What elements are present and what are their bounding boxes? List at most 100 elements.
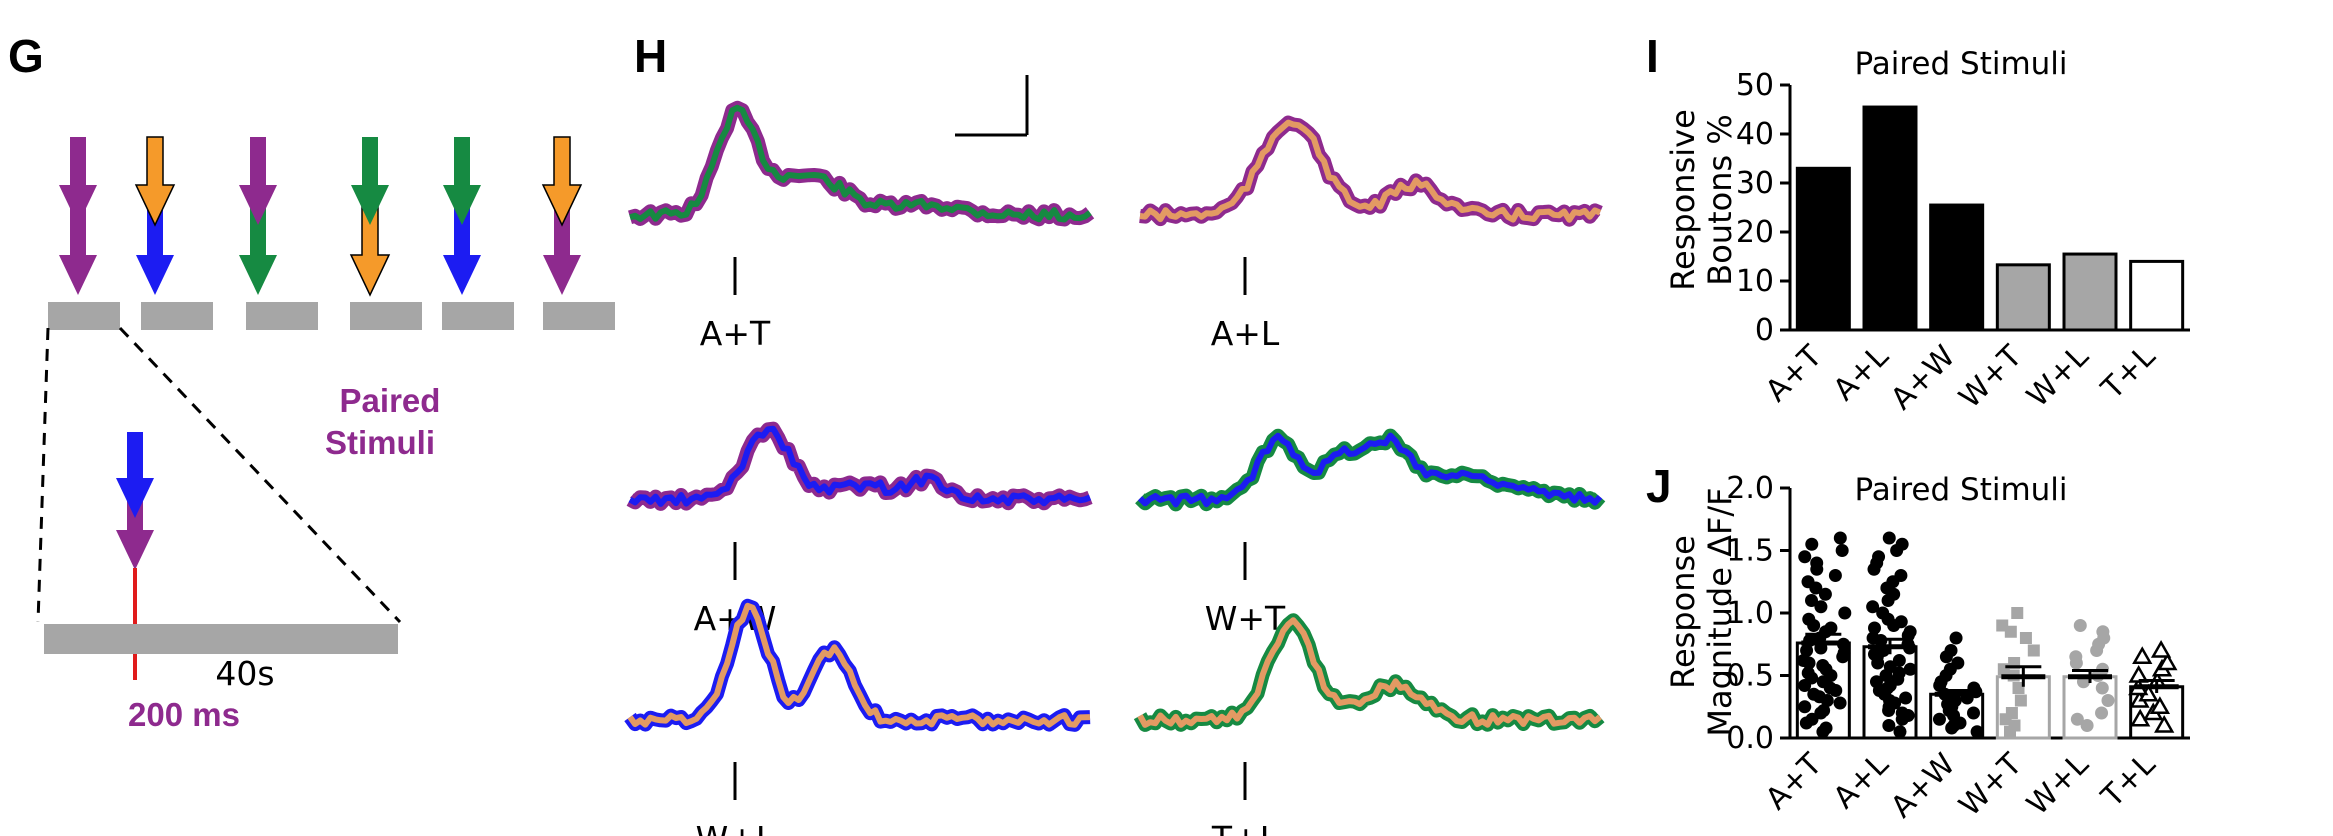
data-point: [2005, 707, 2018, 719]
data-point: [1932, 712, 1946, 726]
data-point: [2132, 646, 2153, 664]
down-arrow-icon: [239, 137, 277, 225]
stimulus-arrow-row: [59, 136, 583, 297]
data-point: [1805, 594, 1819, 607]
chart-i-ylabel-line1: Responsive: [1664, 109, 1702, 291]
data-point: [1866, 600, 1880, 614]
down-arrow-icon: [349, 204, 391, 297]
data-point: [1951, 656, 1965, 670]
y-tick-label: 2.0: [1726, 471, 1774, 506]
trace-label: T+L: [1211, 819, 1279, 836]
chart-i-title: Paired Stimuli: [1854, 46, 2067, 82]
zoomed-paired-arrow-icon: [116, 432, 154, 570]
data-point: [1876, 606, 1890, 620]
data-point: [2011, 607, 2024, 619]
stimulus-block: [350, 302, 422, 330]
trace-mean-line: [628, 425, 1092, 507]
data-point: [2095, 681, 2109, 695]
panel-letter-j: J: [1646, 460, 1672, 512]
data-point: [1817, 704, 1831, 717]
down-arrow-icon: [543, 205, 581, 295]
data-point: [1882, 719, 1896, 732]
panel-g-stimulus-schematic: Paired Stimuli 40s 200 ms: [36, 136, 615, 733]
chart-i-plot-area: 0 10 20 30 40 50 A+TA+LA+WW+TW+L T+L: [1736, 68, 2190, 417]
panel-letter-g: G: [8, 30, 44, 82]
stimulus-block: [543, 302, 615, 330]
trace-A+L: A+L: [1138, 115, 1603, 353]
panel-i-responsive-boutons-chart: Paired Stimuli Responsive Boutons % 0 10 2…: [1664, 46, 2190, 417]
down-arrow-icon: [239, 205, 277, 295]
data-point: [1838, 606, 1852, 620]
data-point: [2096, 625, 2110, 639]
data-point: [1869, 675, 1883, 689]
bar-A+L: [1862, 105, 1918, 332]
data-point: [1824, 621, 1838, 635]
zoom-guide-right: [118, 326, 402, 624]
down-arrow-icon: [443, 205, 481, 295]
x-tick-label: A+W: [1884, 747, 1962, 825]
data-point: [1882, 531, 1896, 545]
data-point: [1818, 587, 1832, 601]
data-point: [2019, 632, 2032, 644]
stimulus-block: [48, 302, 120, 330]
data-point: [1895, 537, 1909, 551]
data-point: [1944, 644, 1958, 657]
zoomed-block-40s: [44, 624, 398, 654]
x-tick-label: A+L: [1827, 747, 1896, 816]
y-tick-label: 1.0: [1726, 596, 1774, 631]
data-point: [1814, 600, 1828, 614]
trace-label: W+L: [696, 819, 775, 836]
trace-W+L: W+L: [624, 598, 1092, 836]
data-point: [1801, 666, 1815, 680]
stimulus-block-row: [48, 302, 615, 330]
y-tick-label: 1.5: [1726, 534, 1774, 569]
y-tick-label: 10: [1736, 264, 1774, 299]
down-arrow-icon: [541, 136, 583, 227]
data-point: [1833, 696, 1847, 710]
trace-mean-line: [1139, 119, 1602, 223]
data-point: [1835, 544, 1849, 557]
data-point: [1996, 619, 2009, 632]
data-point: [2157, 652, 2178, 671]
duration-label: 40s: [215, 654, 274, 693]
panel-h-traces: A+T A+L A+W W+T W+L T+L: [624, 75, 1606, 836]
y-tick-label: 0: [1755, 313, 1774, 348]
x-tick-label: A+W: [1884, 339, 1962, 417]
x-tick-label: A+T: [1759, 746, 1829, 816]
data-point: [1903, 625, 1917, 639]
data-point: [1903, 662, 1917, 676]
bar-W+T: [1995, 263, 2051, 332]
y-tick-label: 30: [1736, 166, 1774, 201]
x-tick-label: W+L: [2020, 747, 2096, 823]
data-point: [1800, 644, 1814, 657]
data-point: [1948, 694, 1962, 707]
chart-j-title: Paired Stimuli: [1854, 472, 2067, 508]
trace-label: A+L: [1211, 314, 1280, 353]
data-point: [1807, 687, 1821, 701]
data-point: [1895, 706, 1909, 720]
data-point: [2101, 694, 2115, 707]
trace-mean-line: [629, 104, 1092, 223]
data-point: [1828, 569, 1842, 582]
trace-T+L: T+L: [1133, 613, 1605, 836]
data-point: [1893, 725, 1907, 739]
y-tick-label: 40: [1736, 117, 1774, 152]
chart-j-ylabel-line1: Response: [1664, 535, 1702, 689]
x-tick-label: W+T: [1953, 338, 2030, 415]
down-arrow-icon: [116, 500, 154, 570]
bar-A+W: [1929, 203, 1985, 332]
data-point: [1805, 537, 1819, 551]
stimulus-block: [246, 302, 318, 330]
x-tick-label: W+T: [1953, 746, 2030, 823]
panel-j-response-magnitude-chart: Paired Stimuli Response Magnitude ΔF/F 0…: [1664, 471, 2190, 825]
data-point: [2070, 712, 2084, 726]
data-point: [2027, 644, 2040, 657]
x-tick-label: A+T: [1759, 338, 1829, 408]
data-point: [1801, 575, 1815, 589]
chart-i-ylabel-line2: Boutons %: [1701, 114, 1739, 285]
data-point: [1899, 691, 1913, 705]
data-point: [2073, 619, 2087, 632]
data-point: [2069, 650, 2083, 664]
data-point: [1819, 721, 1833, 735]
